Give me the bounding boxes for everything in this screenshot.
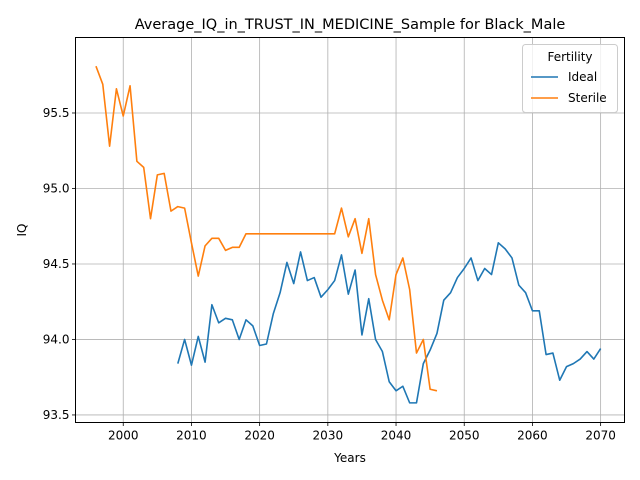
x-tick-label: 2020 xyxy=(244,429,275,443)
x-tick-label: 2040 xyxy=(381,429,412,443)
y-tick-label: 94.0 xyxy=(43,332,70,346)
x-tick-label: 2050 xyxy=(449,429,480,443)
legend: Fertility Ideal Sterile xyxy=(522,44,618,113)
chart-title: Average_IQ_in_TRUST_IN_MEDICINE_Sample f… xyxy=(135,17,566,33)
axis-ticks: 2000 2010 2020 2030 2040 2050 2060 2070 93.5 94.0… xyxy=(43,106,616,443)
x-tick-label: 2000 xyxy=(108,429,139,443)
legend-box xyxy=(522,44,618,113)
x-tick-label: 2030 xyxy=(313,429,344,443)
x-tick-label: 2070 xyxy=(585,429,616,443)
y-tick-label: 95.0 xyxy=(43,181,70,195)
series-lines xyxy=(95,65,602,404)
x-axis-title: Years xyxy=(333,451,366,465)
y-tick-label: 95.5 xyxy=(43,106,70,120)
series-line-sterile xyxy=(95,65,438,392)
legend-label-ideal: Ideal xyxy=(568,70,597,84)
y-axis-title: IQ xyxy=(15,224,29,237)
legend-title: Fertility xyxy=(547,50,592,64)
y-tick-label: 94.5 xyxy=(43,257,70,271)
plot-frame xyxy=(75,37,625,423)
x-tick-label: 2060 xyxy=(517,429,548,443)
series-line-ideal xyxy=(177,242,602,404)
y-tick-label: 93.5 xyxy=(43,408,70,422)
x-tick-label: 2010 xyxy=(176,429,207,443)
legend-label-sterile: Sterile xyxy=(568,91,607,105)
